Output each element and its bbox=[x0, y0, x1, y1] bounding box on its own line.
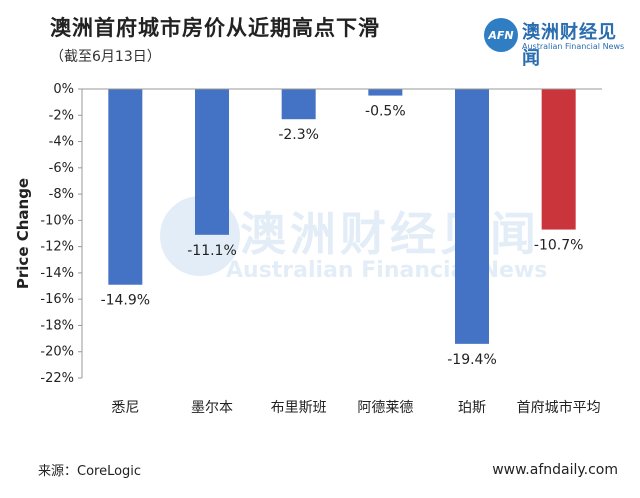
y-tick-label: -8% bbox=[49, 187, 74, 202]
data-label: -14.9% bbox=[101, 293, 151, 309]
chart-subtitle: （截至6月13日） bbox=[50, 49, 161, 65]
y-tick-label: -14% bbox=[40, 266, 74, 281]
chart-title: 澳洲首府城市房价从近期高点下滑 bbox=[50, 16, 380, 40]
x-category-label: 墨尔本 bbox=[191, 400, 233, 416]
bar-3 bbox=[368, 89, 403, 96]
y-tick-label: -20% bbox=[40, 345, 74, 360]
bar-2 bbox=[281, 89, 316, 120]
source-note: 来源：CoreLogic bbox=[38, 464, 142, 479]
afn-logo-icon: AFN bbox=[484, 18, 518, 52]
y-tick-label: -10% bbox=[40, 213, 74, 228]
y-tick-label: -6% bbox=[49, 161, 74, 176]
data-label: -0.5% bbox=[365, 104, 406, 120]
brand-logo: AFN 澳洲财经见闻 Australian Financial News bbox=[484, 18, 634, 69]
bar-5 bbox=[541, 89, 576, 230]
y-tick-label: -12% bbox=[40, 240, 74, 255]
y-tick-label: -22% bbox=[40, 371, 74, 386]
y-tick-label: -4% bbox=[49, 135, 74, 150]
x-category-label: 悉尼 bbox=[111, 400, 139, 416]
y-tick-label: 0% bbox=[53, 82, 74, 97]
website-link[interactable]: www.afndaily.com bbox=[492, 462, 618, 478]
data-label: -19.4% bbox=[447, 352, 497, 368]
bar-1 bbox=[195, 89, 229, 235]
x-category-label: 珀斯 bbox=[458, 400, 486, 416]
data-label: -2.3% bbox=[278, 127, 319, 143]
x-category-label: 布里斯班 bbox=[271, 400, 327, 416]
x-category-label: 首府城市平均 bbox=[517, 399, 601, 416]
data-label: -11.1% bbox=[187, 243, 237, 259]
bar-4 bbox=[455, 89, 489, 344]
y-tick-label: -16% bbox=[40, 292, 74, 307]
y-axis-title: Price Change bbox=[14, 178, 32, 289]
y-tick-label: -2% bbox=[49, 108, 74, 123]
bar-0 bbox=[108, 89, 143, 285]
y-tick-label: -18% bbox=[40, 318, 74, 333]
data-label: -10.7% bbox=[534, 238, 584, 254]
logo-name-cn: 澳洲财经见闻 bbox=[522, 22, 617, 69]
logo-name-en: Australian Financial News bbox=[522, 42, 625, 51]
x-category-label: 阿德莱德 bbox=[357, 400, 413, 416]
